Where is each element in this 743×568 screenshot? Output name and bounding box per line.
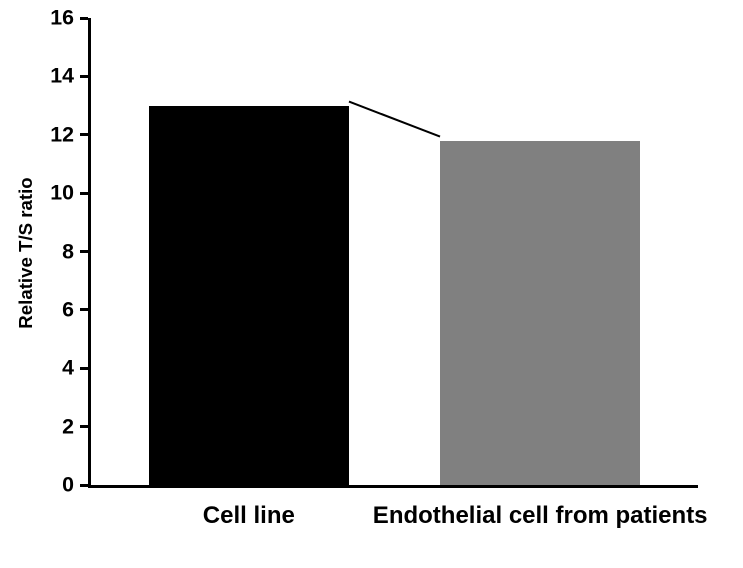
- chart-container: Relative T/S ratio 0246810121416Cell lin…: [0, 0, 743, 568]
- connector-line: [0, 0, 743, 568]
